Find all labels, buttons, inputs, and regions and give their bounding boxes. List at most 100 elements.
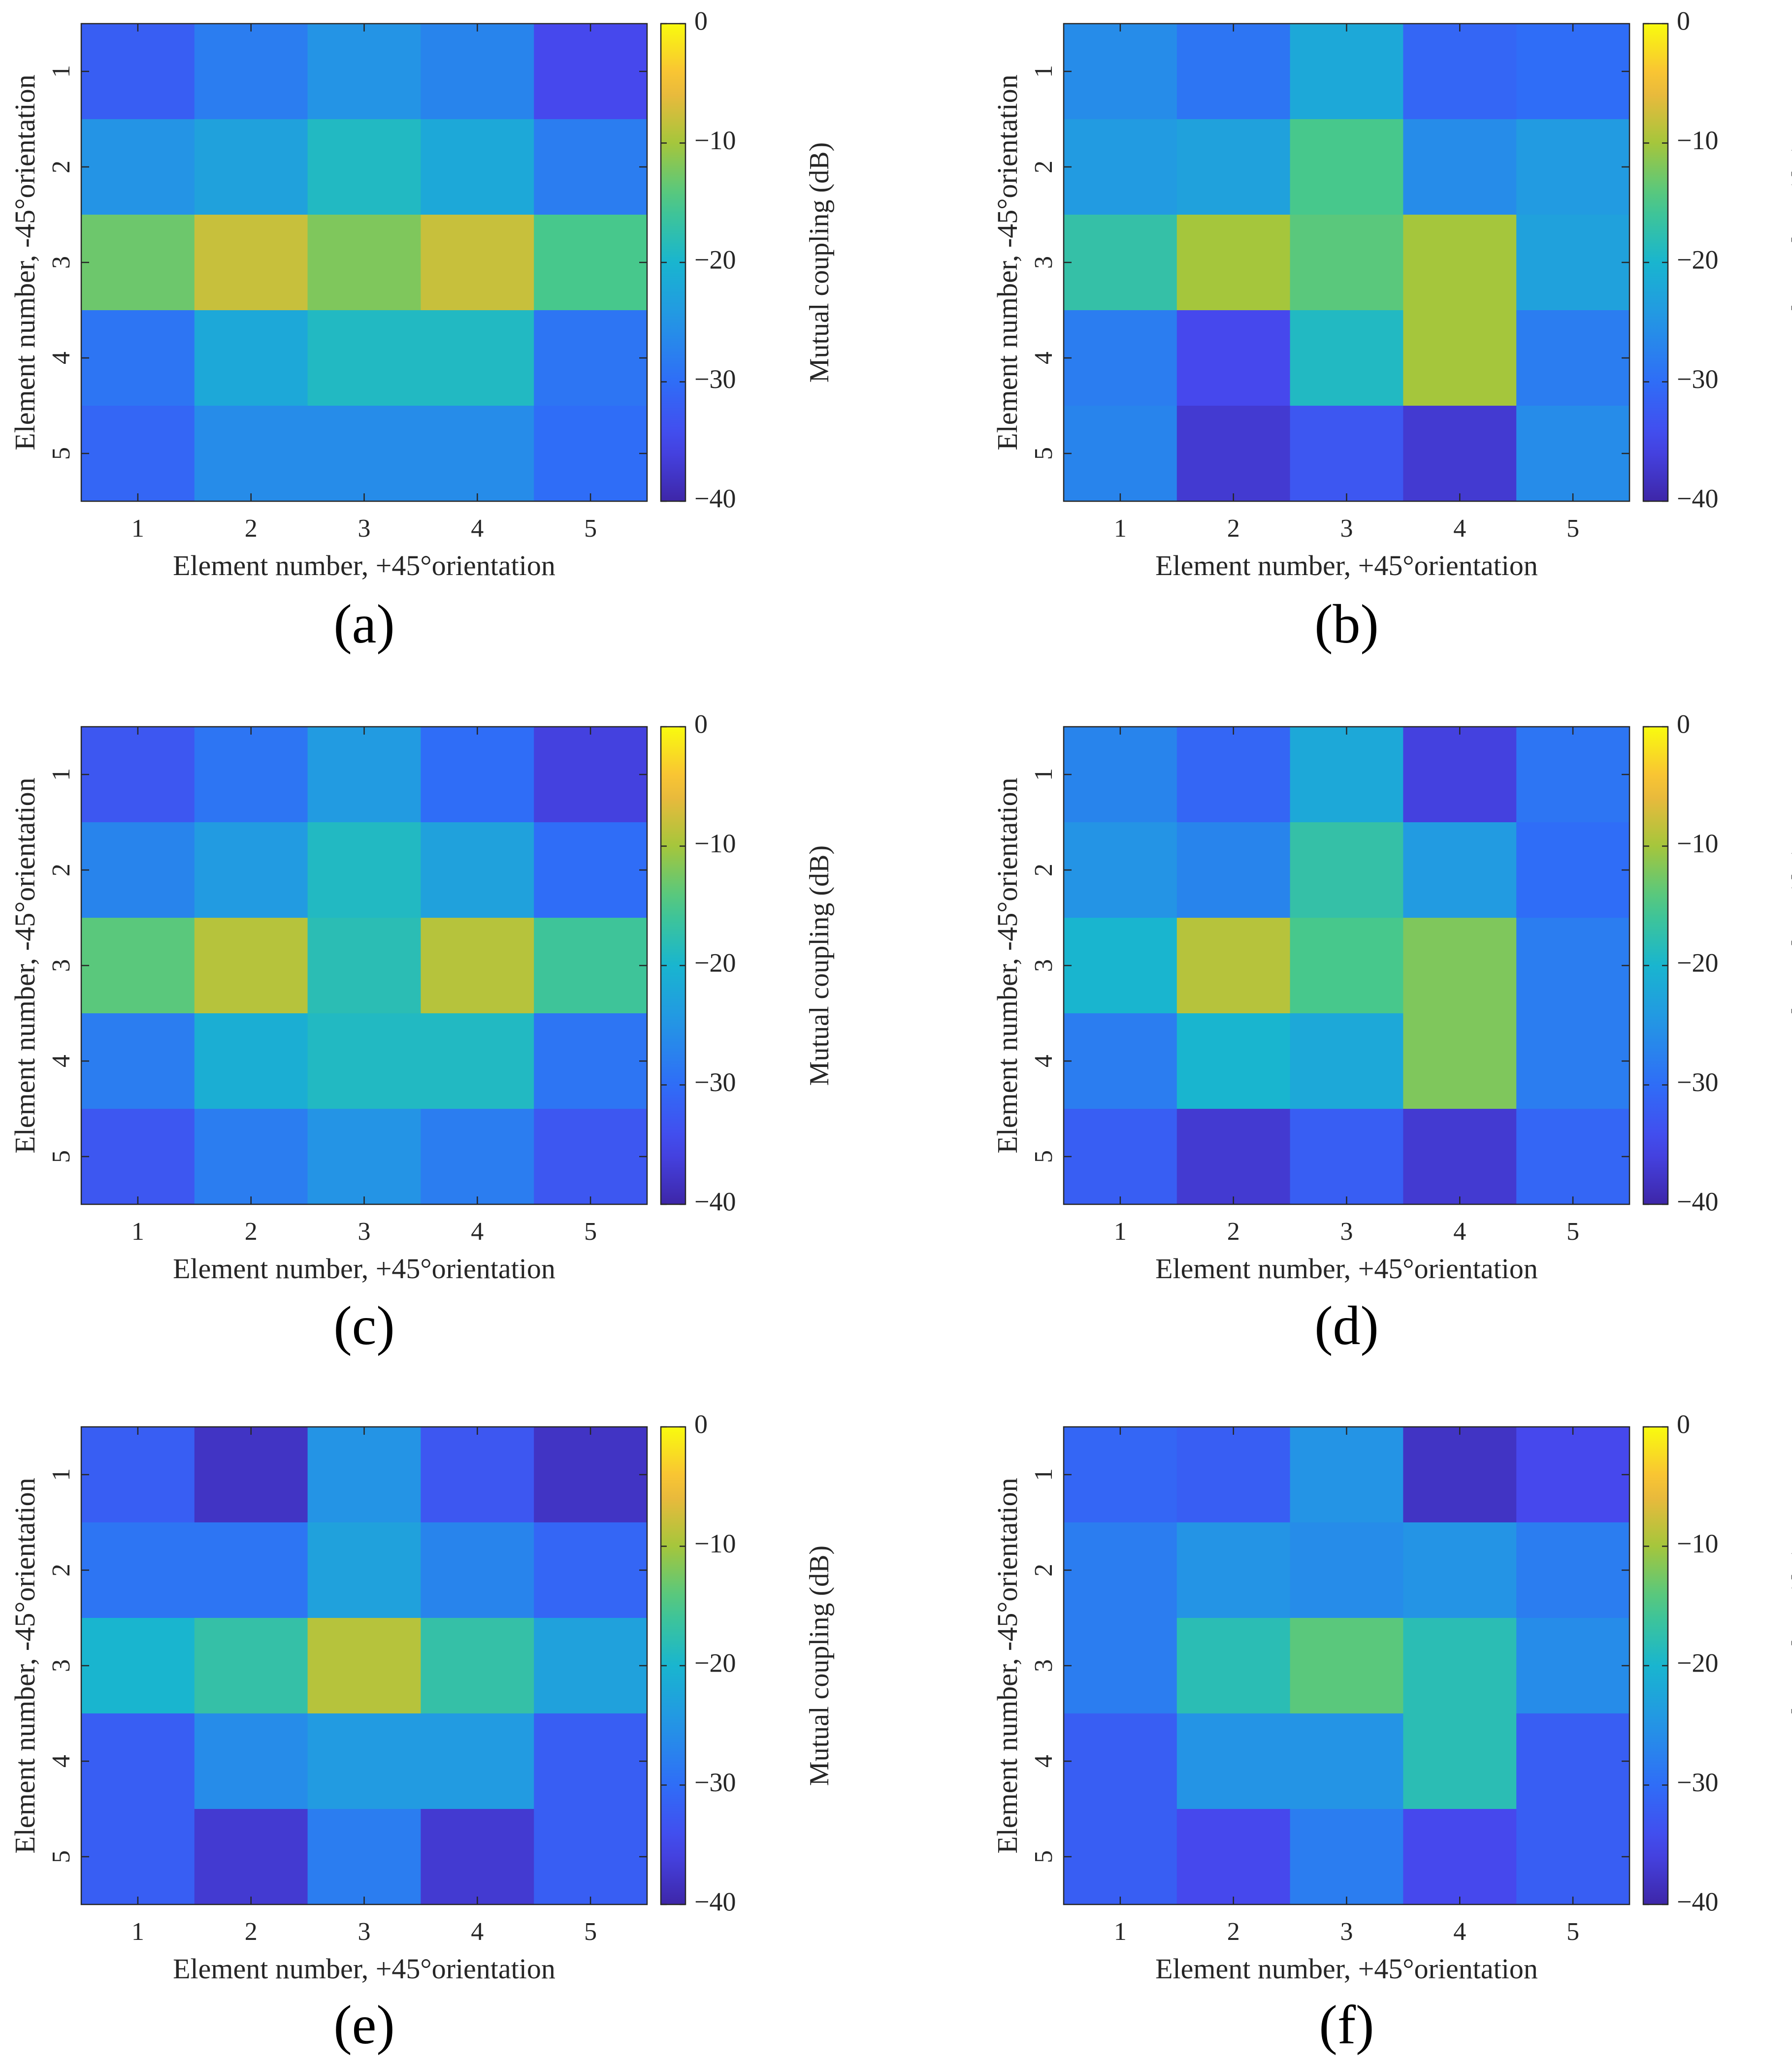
x-axis-title: Element number, +45°orientation bbox=[173, 549, 555, 581]
y-tick-label: 4 bbox=[1030, 1755, 1058, 1768]
heatmap-cell bbox=[1290, 1013, 1403, 1109]
y-tick-label: 1 bbox=[47, 65, 75, 78]
x-tick-label: 4 bbox=[471, 515, 484, 543]
y-tick-label: 2 bbox=[1030, 864, 1058, 876]
heatmap-panel-a: 1 2 3 4 5 1 2 3 4 5 Element number, +45°orientatio… bbox=[9, 6, 835, 655]
heatmap-cell bbox=[1403, 406, 1517, 502]
colorbar-title: Mutual coupling (dB) bbox=[804, 845, 835, 1086]
colorbar-tick-label: −40 bbox=[694, 484, 736, 513]
heatmap-cell bbox=[534, 406, 648, 502]
heatmap-cell bbox=[1290, 1809, 1403, 1905]
x-tick-label: 2 bbox=[1227, 515, 1240, 543]
heatmap-cell bbox=[1403, 119, 1517, 215]
x-tick-label: 4 bbox=[1453, 515, 1466, 543]
y-tick-label: 1 bbox=[47, 1468, 75, 1481]
y-tick-label: 3 bbox=[47, 1659, 75, 1672]
x-tick-label: 1 bbox=[131, 515, 144, 543]
y-tick-label: 3 bbox=[1030, 1659, 1058, 1672]
heatmap-cell bbox=[1403, 24, 1517, 120]
y-tick-label: 4 bbox=[47, 1055, 75, 1067]
colorbar-tick-label: −20 bbox=[694, 1648, 736, 1677]
heatmap-cell bbox=[307, 1522, 421, 1618]
heatmap-cell bbox=[1290, 918, 1403, 1014]
heatmap-cell bbox=[1290, 1109, 1403, 1205]
y-tick-label: 3 bbox=[1030, 256, 1058, 269]
heatmap-cell bbox=[1176, 918, 1291, 1014]
y-axis-title: Element number, -45°orientation bbox=[991, 1478, 1023, 1853]
x-tick-label: 5 bbox=[584, 1918, 597, 1946]
colorbar-tick-label: −30 bbox=[694, 1067, 736, 1097]
x-tick-label: 3 bbox=[358, 1918, 371, 1946]
heatmap-cell bbox=[81, 24, 195, 120]
y-tick-label: 1 bbox=[1030, 1468, 1058, 1481]
heatmap-cell bbox=[307, 1713, 421, 1809]
heatmap-cell bbox=[1176, 822, 1291, 918]
panel-caption: (c) bbox=[333, 1295, 394, 1356]
colorbar-tick-label: 0 bbox=[1677, 6, 1690, 35]
x-tick-label: 3 bbox=[358, 515, 371, 543]
x-tick-label: 3 bbox=[1340, 515, 1353, 543]
heatmap-cell bbox=[194, 918, 308, 1014]
x-tick-label: 1 bbox=[131, 1218, 144, 1246]
heatmap-cell bbox=[1176, 1809, 1291, 1905]
panel-caption: (a) bbox=[333, 594, 394, 655]
heatmap-cell bbox=[194, 1427, 308, 1523]
y-tick-label: 2 bbox=[1030, 161, 1058, 173]
heatmap-cell bbox=[1403, 1427, 1517, 1523]
heatmap-cell bbox=[1290, 822, 1403, 918]
heatmap-cell bbox=[1064, 119, 1177, 215]
x-tick-label: 5 bbox=[1566, 1918, 1579, 1946]
colorbar-title: Mutual coupling (dB) bbox=[804, 142, 835, 383]
heatmap-cell bbox=[534, 822, 648, 918]
heatmap-cell bbox=[194, 1618, 308, 1714]
heatmap-cell bbox=[534, 1013, 648, 1109]
heatmap-cell bbox=[307, 822, 421, 918]
heatmap-cell bbox=[1064, 215, 1177, 311]
colorbar-tick-label: −10 bbox=[694, 126, 736, 155]
heatmap-cell bbox=[194, 310, 308, 406]
heatmap-cell bbox=[1516, 1618, 1630, 1714]
heatmap-cell bbox=[307, 406, 421, 502]
heatmap-cell bbox=[1403, 310, 1517, 406]
heatmap-cell bbox=[307, 727, 421, 823]
heatmap-cell bbox=[307, 1809, 421, 1905]
x-axis-title: Element number, +45°orientation bbox=[1155, 549, 1538, 581]
colorbar-tick-label: −10 bbox=[694, 829, 736, 858]
heatmap-cell bbox=[1176, 1109, 1291, 1205]
heatmap-cell bbox=[1290, 1427, 1403, 1523]
heatmap-cell bbox=[534, 918, 648, 1014]
heatmap-cell bbox=[194, 1809, 308, 1905]
heatmap-cell bbox=[1176, 727, 1291, 823]
heatmap-cell bbox=[421, 727, 534, 823]
x-axis-title: Element number, +45°orientation bbox=[1155, 1953, 1538, 1985]
panel-caption: (d) bbox=[1314, 1295, 1379, 1356]
y-tick-label: 1 bbox=[47, 768, 75, 781]
heatmap-cell bbox=[1064, 1522, 1177, 1618]
heatmap-cell bbox=[421, 1427, 534, 1523]
x-tick-label: 2 bbox=[1227, 1918, 1240, 1946]
x-tick-label: 2 bbox=[245, 515, 258, 543]
y-tick-label: 1 bbox=[1030, 768, 1058, 781]
y-axis-title: Element number, -45°orientation bbox=[991, 777, 1023, 1153]
colorbar-title: Mutual coupling (dB) bbox=[1787, 142, 1792, 383]
x-tick-label: 1 bbox=[1114, 1918, 1127, 1946]
heatmap-cell bbox=[1516, 310, 1630, 406]
x-tick-label: 3 bbox=[1340, 1218, 1353, 1246]
heatmap-cell bbox=[1516, 1427, 1630, 1523]
heatmap-cell bbox=[1516, 1713, 1630, 1809]
y-tick-label: 4 bbox=[47, 352, 75, 364]
heatmap-cell bbox=[194, 215, 308, 311]
y-axis-title: Element number, -45°orientation bbox=[9, 74, 41, 450]
heatmap-cell bbox=[81, 1013, 195, 1109]
heatmap-cell bbox=[421, 310, 534, 406]
x-axis-title: Element number, +45°orientation bbox=[173, 1953, 555, 1985]
colorbar-tick-label: −30 bbox=[694, 1768, 736, 1797]
heatmap-cell bbox=[81, 1809, 195, 1905]
heatmap-cell bbox=[1064, 24, 1177, 120]
heatmap-cell bbox=[1064, 1427, 1177, 1523]
y-axis-title: Element number, -45°orientation bbox=[991, 74, 1023, 450]
colorbar-tick-label: −20 bbox=[1677, 948, 1718, 977]
heatmap-cell bbox=[307, 1427, 421, 1523]
heatmap-cell bbox=[81, 727, 195, 823]
